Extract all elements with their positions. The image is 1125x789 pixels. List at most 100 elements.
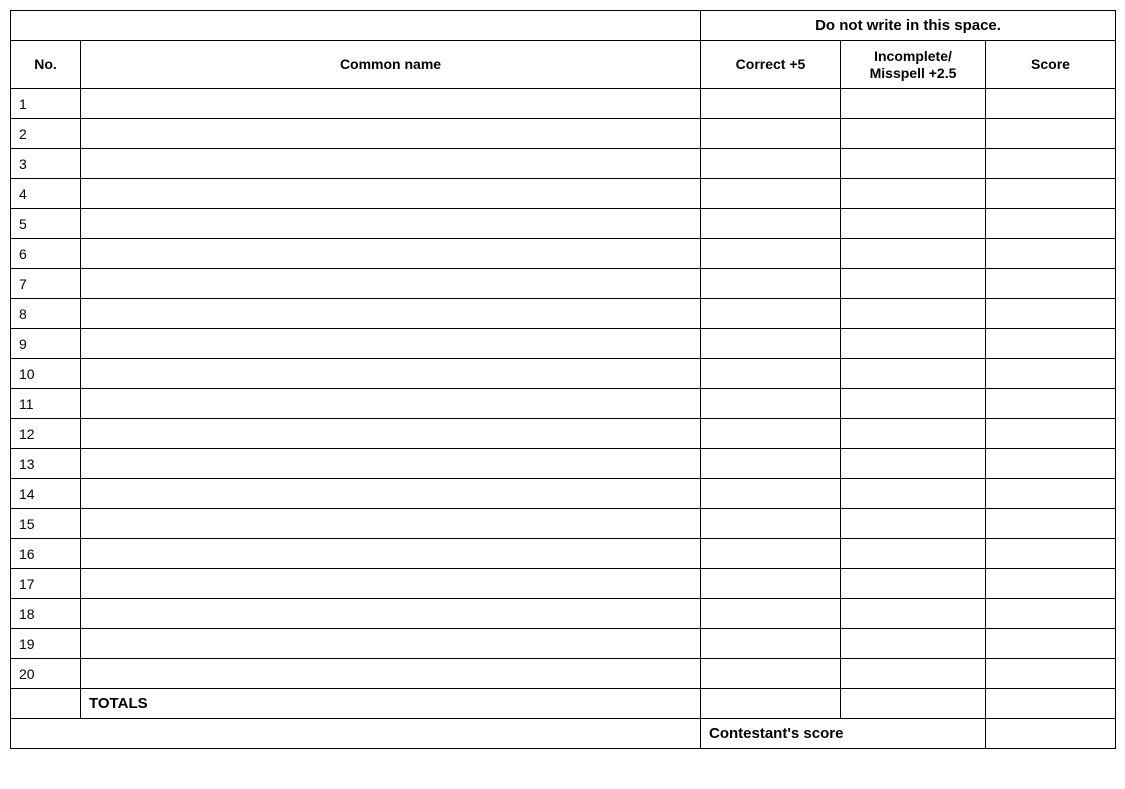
common-name-cell[interactable] [81, 299, 701, 329]
score-cell [986, 659, 1116, 689]
correct-cell [701, 659, 841, 689]
row-number: 15 [11, 509, 81, 539]
common-name-cell[interactable] [81, 89, 701, 119]
correct-cell [701, 149, 841, 179]
misspell-cell [841, 659, 986, 689]
correct-cell [701, 419, 841, 449]
common-name-cell[interactable] [81, 269, 701, 299]
score-cell [986, 119, 1116, 149]
correct-cell [701, 269, 841, 299]
misspell-cell [841, 389, 986, 419]
table-row: 19 [11, 629, 1116, 659]
score-cell [986, 599, 1116, 629]
score-cell [986, 299, 1116, 329]
row-number: 1 [11, 89, 81, 119]
contestant-row: Contestant's score [11, 719, 1116, 749]
misspell-cell [841, 239, 986, 269]
table-row: 10 [11, 359, 1116, 389]
correct-cell [701, 629, 841, 659]
header-score: Score [986, 41, 1116, 89]
common-name-cell[interactable] [81, 149, 701, 179]
header-row: No. Common name Correct +5 Incomplete/ M… [11, 41, 1116, 89]
common-name-cell[interactable] [81, 359, 701, 389]
row-number: 18 [11, 599, 81, 629]
totals-label: TOTALS [81, 689, 701, 719]
misspell-cell [841, 359, 986, 389]
banner-empty [11, 11, 701, 41]
row-number: 14 [11, 479, 81, 509]
common-name-cell[interactable] [81, 419, 701, 449]
banner-row: Do not write in this space. [11, 11, 1116, 41]
totals-row: TOTALS [11, 689, 1116, 719]
correct-cell [701, 299, 841, 329]
misspell-cell [841, 89, 986, 119]
misspell-cell [841, 479, 986, 509]
row-number: 19 [11, 629, 81, 659]
misspell-cell [841, 449, 986, 479]
common-name-cell[interactable] [81, 239, 701, 269]
common-name-cell[interactable] [81, 479, 701, 509]
common-name-cell[interactable] [81, 209, 701, 239]
row-number: 2 [11, 119, 81, 149]
header-misspell: Incomplete/ Misspell +2.5 [841, 41, 986, 89]
table-row: 17 [11, 569, 1116, 599]
misspell-cell [841, 119, 986, 149]
score-cell [986, 209, 1116, 239]
misspell-cell [841, 179, 986, 209]
contestant-label: Contestant's score [701, 719, 986, 749]
table-row: 11 [11, 389, 1116, 419]
table-row: 4 [11, 179, 1116, 209]
common-name-cell[interactable] [81, 599, 701, 629]
common-name-cell[interactable] [81, 509, 701, 539]
common-name-cell[interactable] [81, 389, 701, 419]
misspell-cell [841, 269, 986, 299]
header-misspell-line2: Misspell +2.5 [870, 65, 957, 81]
table-row: 3 [11, 149, 1116, 179]
common-name-cell[interactable] [81, 569, 701, 599]
misspell-cell [841, 149, 986, 179]
common-name-cell[interactable] [81, 629, 701, 659]
table-row: 5 [11, 209, 1116, 239]
row-number: 13 [11, 449, 81, 479]
common-name-cell[interactable] [81, 119, 701, 149]
correct-cell [701, 239, 841, 269]
correct-cell [701, 509, 841, 539]
misspell-cell [841, 509, 986, 539]
totals-no-cell [11, 689, 81, 719]
common-name-cell[interactable] [81, 539, 701, 569]
header-correct: Correct +5 [701, 41, 841, 89]
table-row: 14 [11, 479, 1116, 509]
table-row: 6 [11, 239, 1116, 269]
table-row: 15 [11, 509, 1116, 539]
correct-cell [701, 449, 841, 479]
score-cell [986, 269, 1116, 299]
table-row: 9 [11, 329, 1116, 359]
correct-cell [701, 389, 841, 419]
score-cell [986, 359, 1116, 389]
score-cell [986, 509, 1116, 539]
correct-cell [701, 209, 841, 239]
score-cell [986, 629, 1116, 659]
header-common-name: Common name [81, 41, 701, 89]
table-row: 12 [11, 419, 1116, 449]
table-row: 13 [11, 449, 1116, 479]
score-cell [986, 569, 1116, 599]
table-row: 7 [11, 269, 1116, 299]
row-number: 16 [11, 539, 81, 569]
score-cell [986, 89, 1116, 119]
correct-cell [701, 479, 841, 509]
correct-cell [701, 569, 841, 599]
table-row: 1 [11, 89, 1116, 119]
row-number: 12 [11, 419, 81, 449]
scoring-table: Do not write in this space. No. Common n… [10, 10, 1116, 749]
common-name-cell[interactable] [81, 179, 701, 209]
common-name-cell[interactable] [81, 659, 701, 689]
row-number: 4 [11, 179, 81, 209]
score-cell [986, 179, 1116, 209]
common-name-cell[interactable] [81, 329, 701, 359]
row-number: 20 [11, 659, 81, 689]
table-row: 18 [11, 599, 1116, 629]
score-cell [986, 539, 1116, 569]
common-name-cell[interactable] [81, 449, 701, 479]
row-number: 17 [11, 569, 81, 599]
